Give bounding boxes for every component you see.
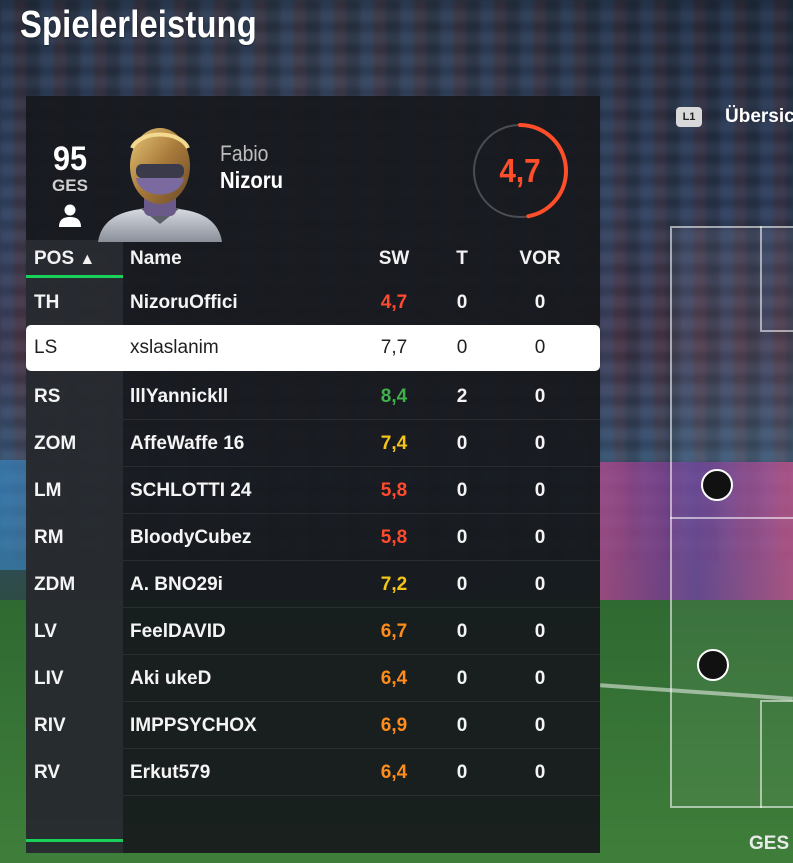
row-assists: 0 (534, 433, 546, 454)
penalty-box-top (760, 226, 793, 332)
row-rating: 5,8 (380, 527, 408, 548)
player-first-name: Fabio (220, 141, 269, 166)
row-goals: 2 (456, 386, 468, 407)
row-position: RM (34, 527, 64, 548)
formation-player-dot[interactable] (697, 649, 729, 681)
player-avatar (96, 112, 224, 242)
table-row[interactable]: RM BloodyCubez 5,8 0 0 (26, 515, 600, 561)
row-player-name: Erkut579 (130, 762, 211, 783)
table-row[interactable]: RIV IMPPSYCHOX 6,9 0 0 (26, 703, 600, 749)
row-position: RV (34, 762, 61, 783)
row-player-name: AffeWaffe 16 (130, 433, 245, 454)
table-row[interactable]: ZOM AffeWaffe 16 7,4 0 0 (26, 421, 600, 467)
row-rating: 6,4 (380, 668, 408, 689)
score-ring (472, 123, 568, 219)
row-player-name: SCHLOTTI 24 (130, 480, 252, 501)
column-header-pos-label: POS (34, 248, 75, 269)
column-header-sw[interactable]: SW (378, 248, 410, 269)
row-goals: 0 (456, 621, 468, 642)
column-header-vor[interactable]: VOR (519, 248, 561, 269)
row-assists: 0 (534, 386, 546, 407)
column-header-name[interactable]: Name (130, 248, 182, 269)
row-assists: 0 (534, 621, 546, 642)
row-player-name: A. BNO29i (130, 574, 223, 595)
row-rating: 4,7 (380, 292, 408, 313)
background-banner (600, 462, 793, 612)
row-goals: 0 (456, 715, 468, 736)
row-assists: 0 (534, 337, 546, 358)
row-position: RS (34, 386, 61, 407)
table-row-selected[interactable]: LS xslaslanim 7,7 0 0 (26, 325, 600, 371)
row-rating: 7,7 (380, 337, 408, 358)
row-rating: 6,9 (380, 715, 408, 736)
row-position: LM (34, 480, 62, 501)
column-header-t[interactable]: T (456, 248, 468, 269)
page-title: Spielerleistung (20, 4, 257, 46)
row-goals: 0 (456, 668, 468, 689)
penalty-box-bottom (760, 700, 793, 808)
row-rating: 6,4 (380, 762, 408, 783)
row-goals: 0 (456, 574, 468, 595)
row-player-name: xslaslanim (130, 337, 219, 358)
row-goals: 0 (456, 480, 468, 501)
row-assists: 0 (534, 762, 546, 783)
player-last-name: Nizoru (220, 167, 283, 193)
player-rating-label: GES (52, 176, 88, 195)
row-goals: 0 (456, 762, 468, 783)
match-rating-score: 4,7 (499, 152, 541, 189)
row-goals: 0 (456, 337, 468, 358)
sort-arrow-icon: ▲ (79, 251, 96, 268)
player-rating: 95 (52, 140, 88, 178)
table-row[interactable]: TH NizoruOffici 4,7 0 0 (26, 280, 600, 326)
formation-player-dot[interactable] (701, 469, 733, 501)
row-player-name: IMPPSYCHOX (130, 715, 257, 736)
table-row[interactable]: ZDM A. BNO29i 7,2 0 0 (26, 562, 600, 608)
row-rating: 5,8 (380, 480, 408, 501)
scroll-indicator (26, 839, 123, 842)
table-row[interactable]: LIV Aki ukeD 6,4 0 0 (26, 656, 600, 702)
table-row[interactable]: LM SCHLOTTI 24 5,8 0 0 (26, 468, 600, 514)
formation-footer-label: GES (749, 833, 790, 854)
row-assists: 0 (534, 668, 546, 689)
row-assists: 0 (534, 574, 546, 595)
table-row[interactable]: RV Erkut579 6,4 0 0 (26, 750, 600, 796)
row-position: LIV (34, 668, 64, 689)
table-row[interactable]: RS lllYannickll 8,4 2 0 (26, 374, 600, 420)
row-player-name: BloodyCubez (130, 527, 252, 548)
row-position: TH (34, 292, 60, 313)
row-assists: 0 (534, 527, 546, 548)
table-row[interactable]: LV FeelDAVID 6,7 0 0 (26, 609, 600, 655)
row-player-name: FeelDAVID (130, 621, 226, 642)
row-player-name: NizoruOffici (130, 292, 238, 313)
row-rating: 7,2 (380, 574, 408, 595)
person-icon (59, 204, 81, 227)
row-goals: 0 (456, 527, 468, 548)
row-assists: 0 (534, 292, 546, 313)
row-rating: 8,4 (380, 386, 408, 407)
column-header-pos[interactable]: POS ▲ (34, 248, 95, 270)
overview-tab-label[interactable]: Übersicht (725, 106, 793, 127)
l1-button-icon[interactable]: L1 (676, 107, 702, 127)
sort-indicator (26, 275, 123, 278)
row-player-name: Aki ukeD (130, 668, 212, 689)
row-assists: 0 (534, 715, 546, 736)
row-rating: 6,7 (380, 621, 408, 642)
row-position: RIV (34, 715, 66, 736)
row-position: LV (34, 621, 57, 642)
row-position: ZDM (34, 574, 76, 595)
row-goals: 0 (456, 433, 468, 454)
row-position: ZOM (34, 433, 77, 454)
row-goals: 0 (456, 292, 468, 313)
background-banner-left (0, 460, 30, 570)
halfway-line (670, 517, 793, 519)
row-rating: 7,4 (380, 433, 408, 454)
row-assists: 0 (534, 480, 546, 501)
row-position: LS (34, 337, 58, 358)
row-player-name: lllYannickll (130, 386, 229, 407)
